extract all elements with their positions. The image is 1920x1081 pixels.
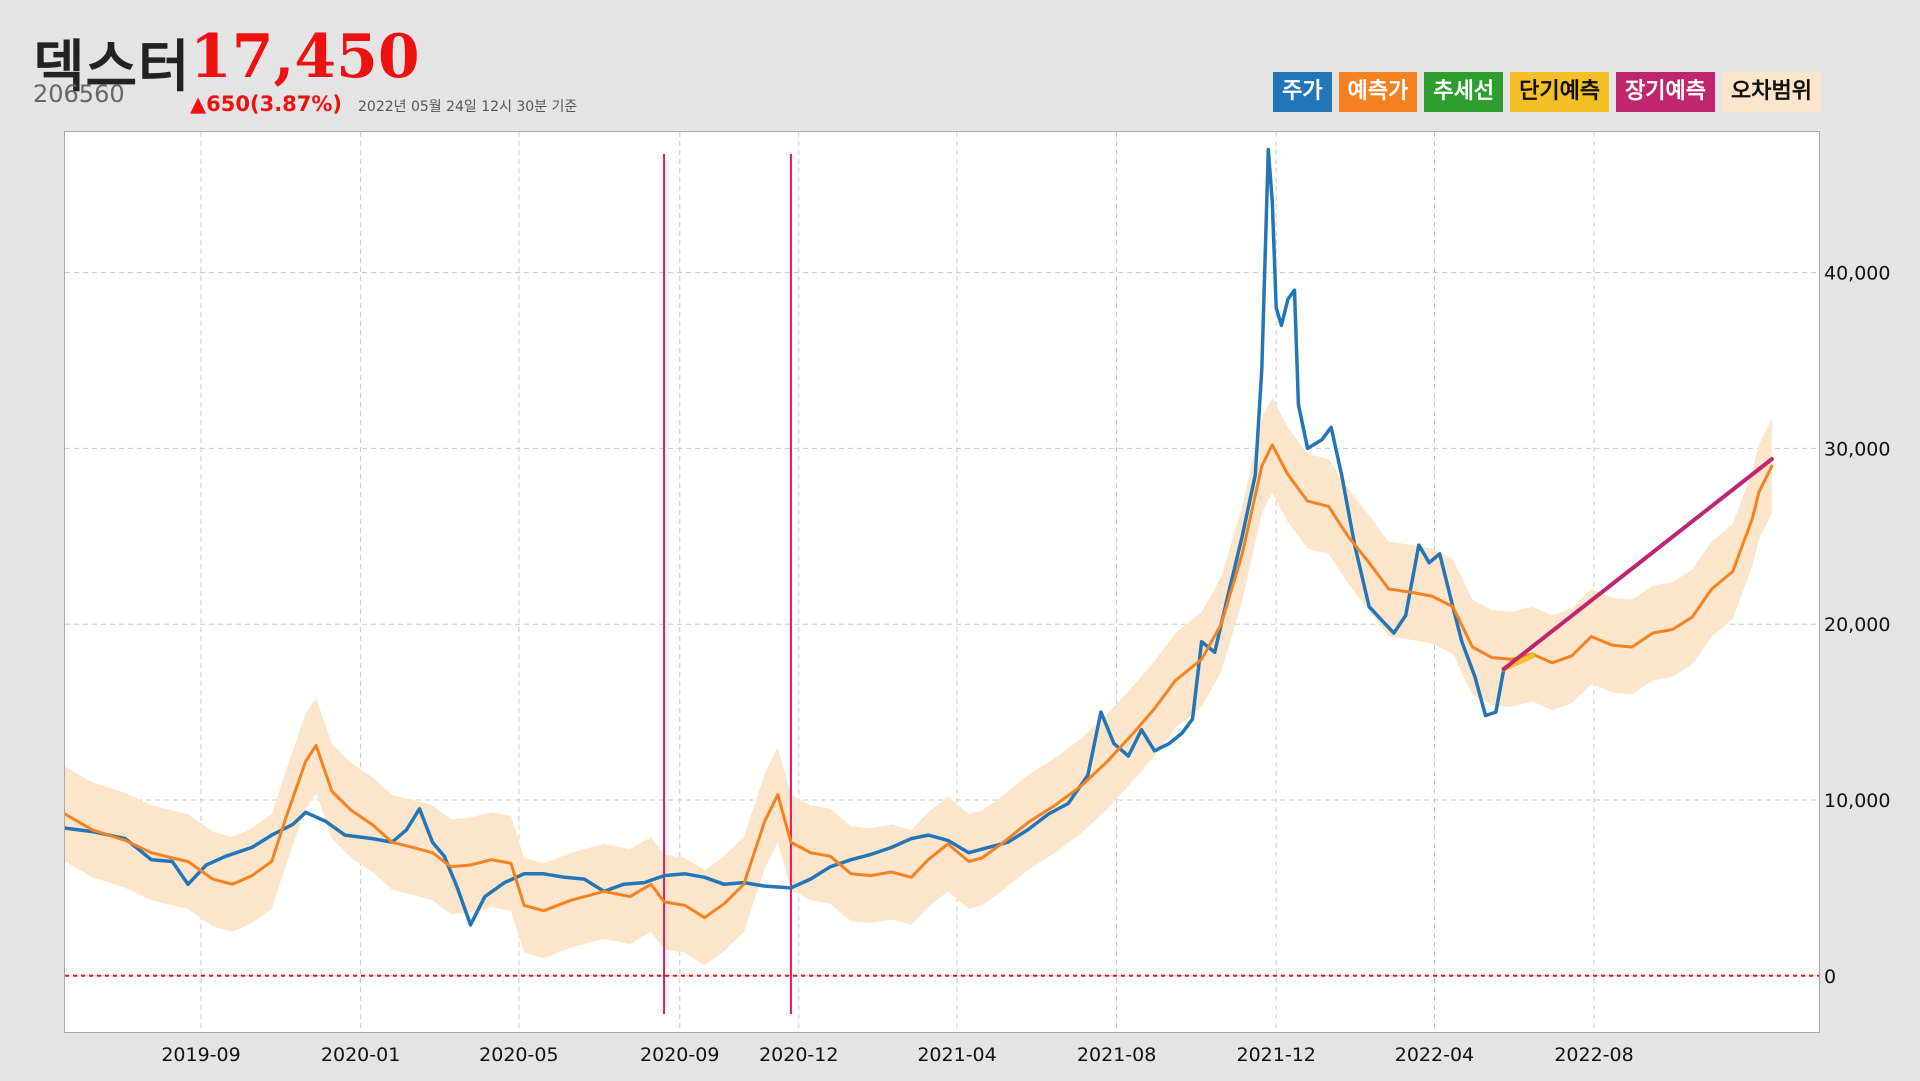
- x-tick-label: 2021-04: [917, 1044, 996, 1066]
- x-tick-label: 2020-12: [759, 1044, 838, 1066]
- forecast-series-line: [65, 443, 1774, 920]
- as-of-timestamp: 2022년 05월 24일 12시 30분 기준: [358, 99, 578, 115]
- legend-item-short-term[interactable]: 단기예측: [1510, 72, 1610, 112]
- x-tick-label: 2021-12: [1236, 1044, 1315, 1066]
- legend-item-error-range[interactable]: 오차범위: [1722, 72, 1821, 112]
- legend-item-long-term[interactable]: 장기예측: [1616, 72, 1716, 112]
- y-tick-label: 30,000: [1824, 438, 1890, 460]
- x-tick-label: 2021-08: [1077, 1044, 1156, 1066]
- chart-plot-area: 0 10,000 20,000 30,000 40,000 2019-09 2020-01 2…: [64, 131, 1890, 1066]
- stock-code: 206560: [33, 80, 125, 108]
- long-term-forecast-line: [1501, 457, 1774, 671]
- error-range-band: [65, 397, 1772, 966]
- price-change: ▲650(3.87%): [190, 92, 343, 116]
- price-chart: 0 10,000 20,000 30,000 40,000 2019-09 2020-01 2…: [65, 132, 1890, 1066]
- y-tick-label: 20,000: [1824, 614, 1890, 636]
- y-tick-label: 10,000: [1824, 790, 1890, 812]
- y-tick-label: 0: [1824, 966, 1836, 988]
- legend-item-trendline[interactable]: 추세선: [1424, 72, 1504, 112]
- legend-item-forecast[interactable]: 예측가: [1338, 72, 1418, 112]
- chart-legend: 주가 예측가 추세선 단기예측 장기예측 오차범위: [1273, 72, 1821, 112]
- legend-item-price[interactable]: 주가: [1273, 72, 1332, 112]
- x-tick-label: 2022-04: [1395, 1044, 1474, 1066]
- x-tick-label: 2020-09: [640, 1044, 719, 1066]
- stock-price: 17,450: [190, 22, 420, 92]
- stock-name: 덱스터: [33, 35, 191, 100]
- price-series-line: [65, 147, 1506, 927]
- x-tick-label: 2019-09: [161, 1044, 240, 1066]
- x-tick-label: 2020-05: [479, 1044, 558, 1066]
- x-tick-label: 2022-08: [1554, 1044, 1633, 1066]
- y-tick-label: 40,000: [1824, 263, 1890, 285]
- x-tick-label: 2020-01: [321, 1044, 400, 1066]
